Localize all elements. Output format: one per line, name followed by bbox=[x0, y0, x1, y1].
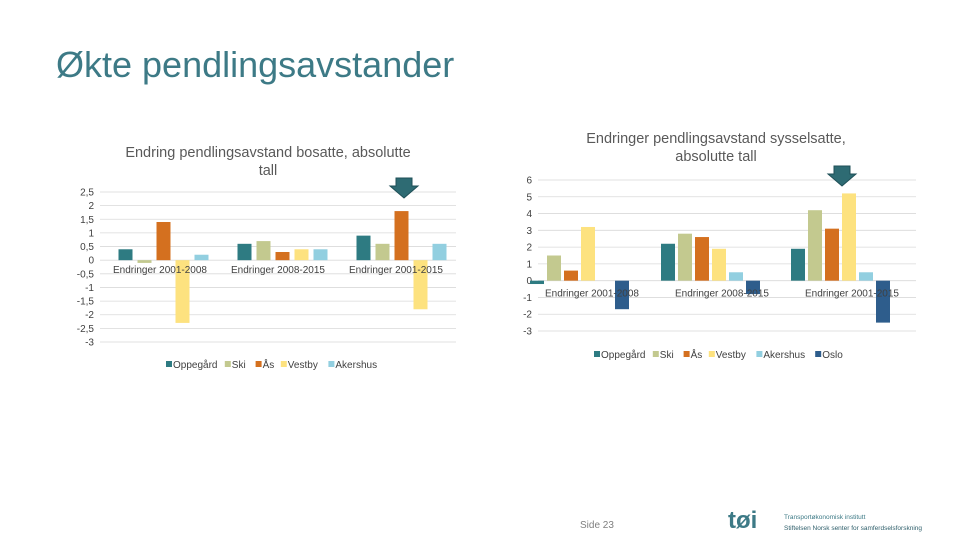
sysselsatte-bar-oppegård bbox=[530, 280, 544, 285]
bosatte-y-tick-label: 0 bbox=[88, 256, 94, 267]
bosatte-bar-vestby bbox=[413, 260, 428, 310]
sysselsatte-y-tick-label: -1 bbox=[523, 293, 532, 304]
bosatte-bar-oppegård bbox=[118, 249, 133, 261]
sysselsatte-bar-ski bbox=[547, 255, 561, 281]
sysselsatte-bar-ås bbox=[825, 228, 839, 281]
bosatte-y-tick-label: 0,5 bbox=[80, 242, 94, 253]
bosatte-bar-vestby bbox=[294, 249, 309, 261]
bosatte-legend-swatch bbox=[224, 361, 231, 367]
org-line-2: Stiftelsen Norsk senter for samferdselsf… bbox=[784, 525, 922, 532]
chart-sysselsatte: Endringer pendlingsavstand sysselsatte, a… bbox=[523, 131, 916, 361]
sysselsatte-y-tick-label: 4 bbox=[526, 209, 532, 220]
sysselsatte-bar-ski bbox=[808, 210, 822, 281]
bosatte-bar-akershus bbox=[313, 249, 328, 261]
sysselsatte-bar-oslo bbox=[876, 280, 890, 323]
bosatte-bar-ås bbox=[394, 211, 409, 261]
page-number: Side 23 bbox=[580, 520, 614, 531]
sysselsatte-y-tick-label: -3 bbox=[523, 327, 532, 338]
bosatte-legend-label: Oppegård bbox=[173, 359, 217, 371]
bosatte-bar-ski bbox=[375, 243, 390, 261]
bosatte-legend-swatch bbox=[166, 361, 172, 367]
sysselsatte-y-tick-label: 1 bbox=[526, 259, 532, 270]
sysselsatte-bar-ås bbox=[564, 270, 578, 281]
bosatte-y-tick-label: 2 bbox=[88, 201, 94, 212]
sysselsatte-bar-oslo bbox=[615, 280, 629, 310]
chart-bosatte: Endring pendlingsavstand bosatte, absolu… bbox=[77, 145, 456, 371]
sysselsatte-legend-swatch bbox=[815, 351, 822, 357]
bosatte-bar-akershus bbox=[432, 243, 447, 261]
bosatte-bar-vestby bbox=[175, 260, 190, 323]
bosatte-bar-oppegård bbox=[356, 235, 371, 261]
bosatte-legend-swatch bbox=[280, 361, 287, 367]
bosatte-y-tick-label: 2,5 bbox=[80, 188, 94, 199]
bosatte-y-tick-label: -3 bbox=[85, 338, 94, 349]
bosatte-legend-label: Vestby bbox=[288, 360, 318, 371]
bosatte-category-label: Endringer 2001-2008 bbox=[113, 265, 207, 276]
bosatte-y-tick-label: -2,5 bbox=[77, 324, 95, 335]
sysselsatte-legend-swatch bbox=[683, 351, 690, 357]
sysselsatte-legend-label: Ås bbox=[691, 348, 703, 361]
bosatte-bar-ski bbox=[137, 260, 152, 263]
bosatte-legend-label: Ås bbox=[263, 358, 275, 371]
bosatte-y-tick-label: 1 bbox=[88, 228, 94, 239]
bosatte-y-tick-label: -2 bbox=[85, 310, 94, 321]
sysselsatte-chart-title-line: Endringer pendlingsavstand sysselsatte, bbox=[586, 131, 846, 147]
svg-text:tøi: tøi bbox=[728, 507, 757, 534]
sysselsatte-bar-oslo bbox=[746, 280, 760, 295]
sysselsatte-bar-akershus bbox=[859, 272, 873, 281]
toi-logo: tøi bbox=[728, 507, 757, 534]
sysselsatte-y-tick-label: 2 bbox=[526, 243, 532, 254]
bosatte-bar-ski bbox=[256, 241, 271, 261]
bosatte-bar-akershus bbox=[194, 254, 209, 261]
sysselsatte-bar-akershus bbox=[729, 272, 743, 281]
sysselsatte-y-tick-label: 0 bbox=[526, 276, 532, 287]
sysselsatte-bar-vestby bbox=[842, 193, 856, 281]
bosatte-y-tick-label: -1 bbox=[85, 283, 94, 294]
bosatte-category-label: Endringer 2008-2015 bbox=[231, 265, 325, 276]
bosatte-bar-ås bbox=[156, 222, 171, 261]
sysselsatte-y-tick-label: 3 bbox=[526, 226, 532, 237]
sysselsatte-legend-label: Vestby bbox=[716, 350, 746, 361]
bosatte-legend-label: Ski bbox=[232, 360, 246, 371]
bosatte-legend-swatch bbox=[328, 361, 335, 367]
org-line-1: Transportøkonomisk institutt bbox=[784, 514, 866, 521]
sysselsatte-legend-swatch bbox=[652, 351, 659, 357]
sysselsatte-y-tick-label: 5 bbox=[526, 192, 532, 203]
bosatte-legend-label: Akershus bbox=[335, 360, 377, 371]
sysselsatte-bar-vestby bbox=[581, 226, 595, 281]
bosatte-bar-ås bbox=[275, 252, 290, 261]
sysselsatte-category-label: Endringer 2001-2015 bbox=[805, 289, 899, 300]
sysselsatte-legend-swatch bbox=[756, 351, 763, 357]
sysselsatte-legend-label: Oppegård bbox=[601, 349, 645, 361]
sysselsatte-bar-oppegård bbox=[791, 248, 805, 281]
sysselsatte-chart-title-line: absolutte tall bbox=[675, 149, 756, 165]
bosatte-chart-title-line: Endring pendlingsavstand bosatte, absolu… bbox=[125, 145, 410, 161]
sysselsatte-legend-label: Oslo bbox=[822, 350, 843, 361]
sysselsatte-category-label: Endringer 2001-2008 bbox=[545, 289, 639, 300]
sysselsatte-bar-vestby bbox=[712, 248, 726, 281]
sysselsatte-y-tick-label: -2 bbox=[523, 310, 532, 321]
sysselsatte-highlight-arrow-icon bbox=[826, 165, 858, 187]
sysselsatte-legend-swatch bbox=[594, 351, 600, 357]
sysselsatte-bar-ås bbox=[695, 237, 709, 281]
sysselsatte-bar-oppegård bbox=[661, 243, 675, 281]
sysselsatte-bar-ski bbox=[678, 233, 692, 281]
bosatte-y-tick-label: 1,5 bbox=[80, 215, 94, 226]
bosatte-category-label: Endringer 2001-2015 bbox=[349, 265, 443, 276]
bosatte-y-tick-label: -1,5 bbox=[77, 297, 95, 308]
bosatte-highlight-arrow-icon bbox=[388, 177, 420, 199]
sysselsatte-legend-swatch bbox=[708, 351, 715, 357]
bosatte-y-tick-label: -0,5 bbox=[77, 269, 95, 280]
organization-name: Transportøkonomisk institutt Stiftelsen … bbox=[784, 512, 922, 534]
bosatte-legend-swatch bbox=[255, 361, 262, 367]
sysselsatte-legend-label: Ski bbox=[660, 350, 674, 361]
sysselsatte-category-label: Endringer 2008-2015 bbox=[675, 289, 769, 300]
slide-title: Økte pendlingsavstander bbox=[56, 44, 455, 85]
bosatte-bar-oppegård bbox=[237, 243, 252, 261]
bosatte-chart-title-line: tall bbox=[259, 163, 278, 179]
sysselsatte-legend-label: Akershus bbox=[763, 350, 805, 361]
sysselsatte-y-tick-label: 6 bbox=[526, 176, 532, 187]
